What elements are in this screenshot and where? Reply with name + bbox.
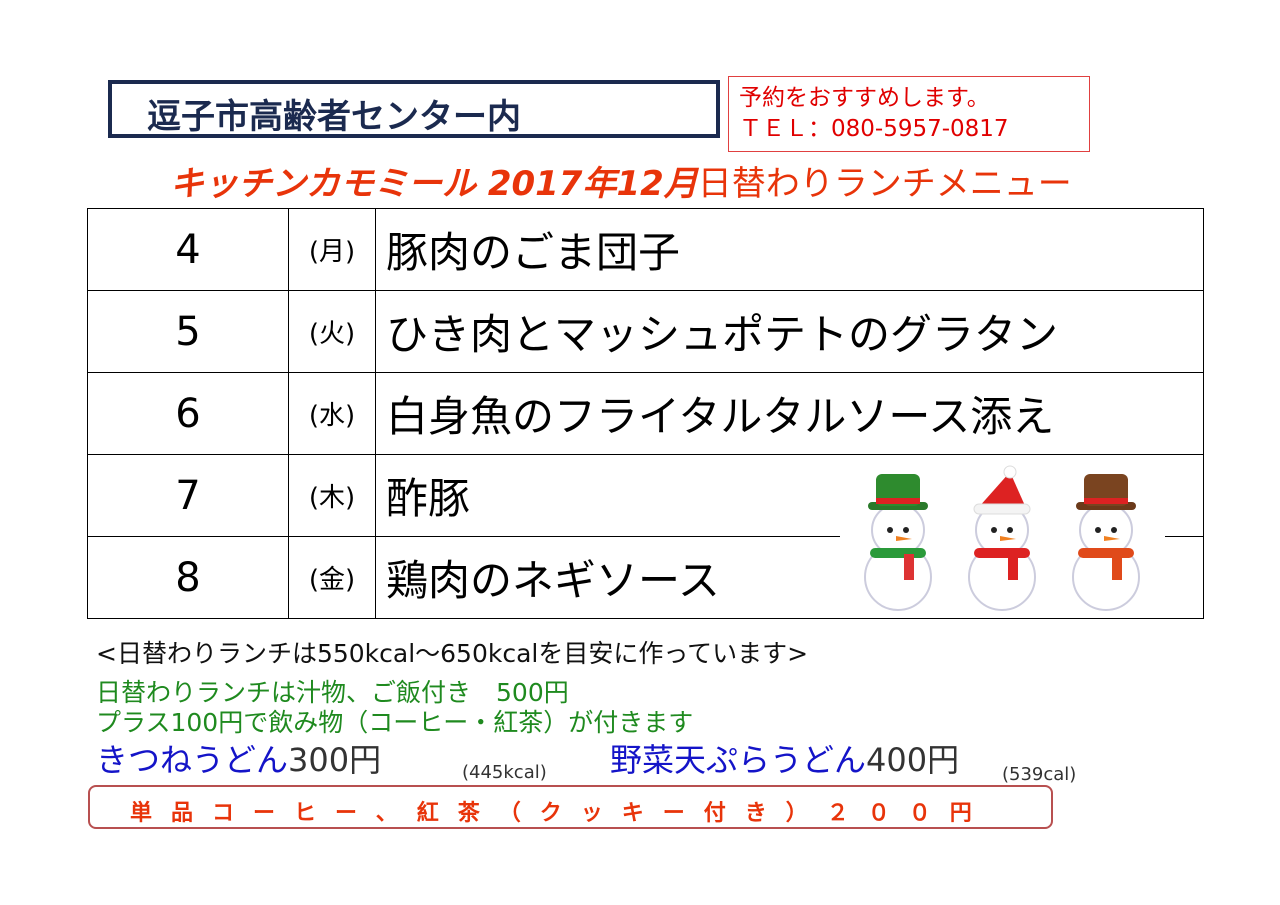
page-title: キッチンカモミール 2017年12月日替わりランチメニュー: [170, 156, 1072, 205]
weekday-cell: (火): [288, 290, 376, 373]
udon1-name: きつねうどん: [96, 741, 289, 779]
dish-cell: 白身魚のフライタルタルソース添え: [375, 372, 1204, 455]
lunch-price-note: 日替わりランチは汁物、ご飯付き 500円: [96, 678, 569, 707]
day-cell: 6: [87, 372, 289, 455]
table-row: 6 (水) 白身魚のフライタルタルソース添え: [87, 372, 1204, 455]
table-row: 5 (火) ひき肉とマッシュポテトのグラタン: [87, 290, 1204, 373]
cafe-offer-box: 単品コーヒー、紅茶（クッキー付き）２００円: [88, 785, 1053, 829]
udon1-item: きつねうどん300円: [96, 735, 381, 781]
udon1-kcal: (445kcal): [462, 762, 547, 783]
venue-label: 逗子市高齢者センター内: [108, 80, 720, 138]
snowman-brown-hat-icon: [1072, 474, 1140, 611]
phone-number: ＴＥＬ：080-5957-0817: [739, 116, 1009, 142]
table-row: 4 (月) 豚肉のごま団子: [87, 208, 1204, 291]
title-menu: 日替わりランチメニュー: [697, 164, 1072, 204]
day-cell: 4: [87, 208, 289, 291]
snowmen-illustration-icon: [840, 462, 1165, 612]
udon2-name: 野菜天ぷらうどん: [610, 741, 867, 779]
dish-cell: ひき肉とマッシュポテトのグラタン: [375, 290, 1204, 373]
drink-note: プラス100円で飲み物（コーヒー・紅茶）が付きます: [96, 708, 694, 737]
dish-cell: 豚肉のごま団子: [375, 208, 1204, 291]
day-cell: 8: [87, 536, 289, 619]
title-shop: キッチンカモミール 2017年12月: [170, 164, 698, 204]
day-cell: 5: [87, 290, 289, 373]
weekday-cell: (月): [288, 208, 376, 291]
udon1-price: 300円: [288, 741, 382, 779]
udon2-item: 野菜天ぷらうどん400円: [610, 735, 959, 781]
reservation-note: 予約をおすすめします。: [739, 85, 990, 111]
weekday-cell: (水): [288, 372, 376, 455]
weekday-cell: (木): [288, 454, 376, 537]
udon2-kcal: (539cal): [1002, 764, 1077, 785]
calorie-note: <日替わりランチは550kcal～650kcalを目安に作っています>: [96, 639, 809, 668]
reservation-box: 予約をおすすめします。 ＴＥＬ：080-5957-0817: [728, 76, 1090, 152]
udon2-price: 400円: [866, 741, 960, 779]
snowman-santa-hat-icon: [968, 465, 1036, 611]
weekday-cell: (金): [288, 536, 376, 619]
day-cell: 7: [87, 454, 289, 537]
snowman-green-hat-icon: [864, 474, 932, 611]
